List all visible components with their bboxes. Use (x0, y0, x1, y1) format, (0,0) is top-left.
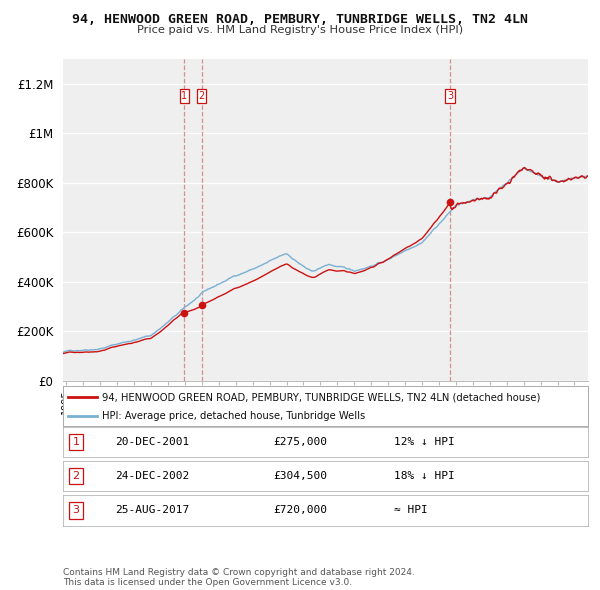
Text: Price paid vs. HM Land Registry's House Price Index (HPI): Price paid vs. HM Land Registry's House … (137, 25, 463, 35)
Text: £304,500: £304,500 (273, 471, 327, 481)
Text: 24-DEC-2002: 24-DEC-2002 (115, 471, 190, 481)
Text: 94, HENWOOD GREEN ROAD, PEMBURY, TUNBRIDGE WELLS, TN2 4LN: 94, HENWOOD GREEN ROAD, PEMBURY, TUNBRID… (72, 13, 528, 26)
Text: 3: 3 (73, 506, 80, 515)
Text: 20-DEC-2001: 20-DEC-2001 (115, 437, 190, 447)
Text: 1: 1 (181, 91, 187, 101)
Text: HPI: Average price, detached house, Tunbridge Wells: HPI: Average price, detached house, Tunb… (103, 411, 365, 421)
Text: 1: 1 (73, 437, 80, 447)
Text: 3: 3 (447, 91, 453, 101)
Text: Contains HM Land Registry data © Crown copyright and database right 2024.
This d: Contains HM Land Registry data © Crown c… (63, 568, 415, 587)
Text: ≈ HPI: ≈ HPI (394, 506, 427, 515)
Text: £720,000: £720,000 (273, 506, 327, 515)
Text: 2: 2 (73, 471, 80, 481)
Text: 18% ↓ HPI: 18% ↓ HPI (394, 471, 455, 481)
Text: 94, HENWOOD GREEN ROAD, PEMBURY, TUNBRIDGE WELLS, TN2 4LN (detached house): 94, HENWOOD GREEN ROAD, PEMBURY, TUNBRID… (103, 392, 541, 402)
Text: 12% ↓ HPI: 12% ↓ HPI (394, 437, 455, 447)
Text: £275,000: £275,000 (273, 437, 327, 447)
Text: 25-AUG-2017: 25-AUG-2017 (115, 506, 190, 515)
Text: 2: 2 (199, 91, 205, 101)
